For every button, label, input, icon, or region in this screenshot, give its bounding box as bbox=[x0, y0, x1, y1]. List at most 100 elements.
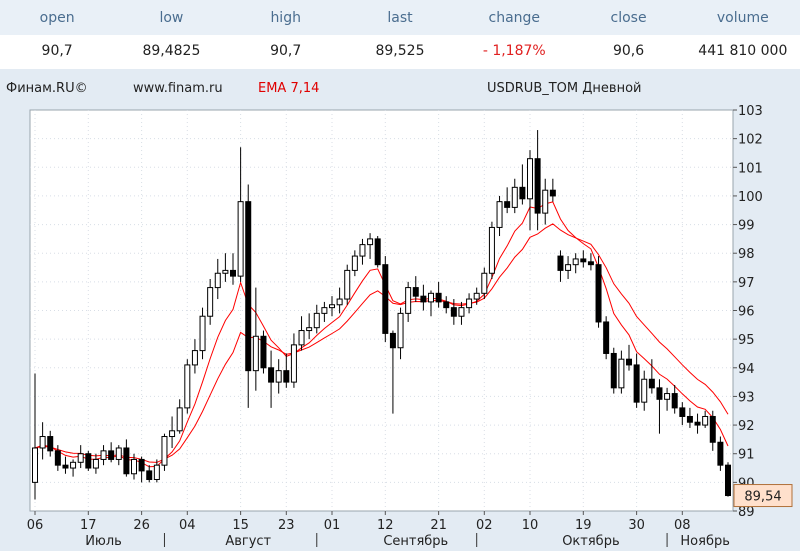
value-change: - 1,187% bbox=[482, 42, 546, 59]
source-label: Финам.RU© bbox=[6, 81, 88, 96]
y-tick-label: 100 bbox=[738, 190, 763, 205]
candle-body bbox=[336, 298, 343, 306]
candle-body bbox=[527, 158, 533, 200]
x-day-label: 21 bbox=[430, 518, 447, 533]
candle-body bbox=[138, 458, 145, 472]
candle-body bbox=[351, 255, 358, 271]
candle-body bbox=[321, 307, 328, 314]
candle-body bbox=[252, 335, 259, 372]
candle-body bbox=[671, 393, 678, 409]
candle-body bbox=[283, 370, 290, 383]
value-close: 90,6 bbox=[612, 42, 645, 59]
candle-body bbox=[268, 367, 275, 383]
candle-body bbox=[686, 415, 693, 423]
candle-body bbox=[595, 264, 602, 323]
candle-body bbox=[131, 458, 137, 475]
y-tick-label: 91 bbox=[738, 448, 755, 463]
value-volume: 441 810 000 bbox=[698, 42, 788, 59]
plot-area bbox=[29, 109, 734, 512]
candle-body bbox=[450, 307, 457, 317]
header-volume: volume bbox=[716, 9, 769, 26]
site-link[interactable]: www.finam.ru bbox=[133, 81, 223, 96]
candle-body bbox=[633, 364, 640, 403]
candle-body bbox=[108, 450, 115, 460]
x-day-label: 02 bbox=[476, 518, 493, 533]
candle-body bbox=[694, 421, 701, 426]
candle-body bbox=[245, 201, 252, 372]
candle-body bbox=[466, 298, 473, 309]
candle-body bbox=[374, 238, 381, 266]
candle-body bbox=[679, 407, 686, 417]
candle-body bbox=[519, 186, 526, 200]
candle-body bbox=[626, 358, 632, 366]
quote-values-row: 90,7 89,4825 90,7 89,525 - 1,187% 90,6 4… bbox=[0, 35, 800, 66]
ema-7-line bbox=[34, 201, 729, 468]
candle-body bbox=[389, 332, 396, 349]
candle-body bbox=[648, 378, 655, 389]
x-day-label: 08 bbox=[674, 518, 691, 533]
candle-body bbox=[290, 344, 297, 383]
candle-body bbox=[153, 464, 160, 480]
candle-body bbox=[481, 272, 488, 294]
candle-body bbox=[237, 201, 244, 277]
candle-body bbox=[565, 264, 572, 271]
value-last: 89,525 bbox=[375, 42, 425, 59]
candle-body bbox=[161, 436, 168, 466]
candle-body bbox=[557, 255, 564, 271]
x-day-label: 01 bbox=[324, 518, 341, 533]
chart-title: USDRUB_TOM Дневной bbox=[487, 81, 642, 96]
x-day-label: 19 bbox=[575, 518, 592, 533]
candle-body bbox=[184, 364, 191, 409]
header-change: change bbox=[488, 9, 541, 26]
candle-body bbox=[176, 407, 183, 432]
candle-body bbox=[397, 312, 404, 349]
x-day-label: 10 bbox=[522, 518, 539, 533]
x-day-label: 23 bbox=[278, 518, 295, 533]
candle-body bbox=[47, 436, 54, 452]
last-price-label: 89,54 bbox=[744, 490, 781, 505]
candle-body bbox=[702, 415, 709, 426]
candle-body bbox=[603, 321, 610, 354]
x-month-label: Июль bbox=[85, 534, 122, 549]
candle-body bbox=[344, 269, 351, 300]
y-tick-label: 95 bbox=[738, 333, 755, 348]
value-high: 90,7 bbox=[270, 42, 302, 59]
candle-body bbox=[62, 464, 69, 469]
candle-body bbox=[85, 453, 92, 469]
ema-indicator-label: EMA 7,14 bbox=[258, 81, 320, 96]
x-day-label: 26 bbox=[133, 518, 150, 533]
y-tick-label: 96 bbox=[738, 305, 755, 320]
candle-body bbox=[717, 441, 724, 466]
candle-body bbox=[123, 447, 130, 475]
candle-body bbox=[405, 287, 412, 314]
candle-body bbox=[458, 307, 465, 317]
value-open: 90,7 bbox=[41, 42, 73, 59]
header-last: last bbox=[387, 9, 413, 26]
header-close: close bbox=[610, 9, 647, 26]
candle-body bbox=[230, 269, 236, 277]
candle-body bbox=[549, 189, 556, 197]
candle-body bbox=[92, 458, 99, 469]
candle-body bbox=[656, 387, 663, 400]
candle-body bbox=[169, 430, 176, 438]
candle-body bbox=[275, 370, 282, 383]
candle-body bbox=[77, 453, 84, 463]
last-price-badge bbox=[733, 484, 793, 508]
candle-body bbox=[488, 226, 495, 274]
candle-body bbox=[199, 315, 206, 352]
y-tick-label: 98 bbox=[738, 247, 755, 262]
candle-body bbox=[725, 464, 731, 497]
candle-body bbox=[222, 269, 229, 274]
candle-body bbox=[511, 186, 518, 208]
candle-body bbox=[618, 358, 625, 389]
y-tick-label: 93 bbox=[738, 390, 755, 405]
candle-body bbox=[542, 189, 549, 214]
candle-body bbox=[428, 292, 434, 303]
quote-header-row: open low high last change close volume bbox=[0, 0, 800, 35]
candle-body bbox=[70, 461, 77, 469]
header-high: high bbox=[270, 9, 301, 26]
candle-body bbox=[367, 238, 374, 246]
x-day-label: 15 bbox=[232, 518, 249, 533]
candle-body bbox=[572, 258, 579, 266]
